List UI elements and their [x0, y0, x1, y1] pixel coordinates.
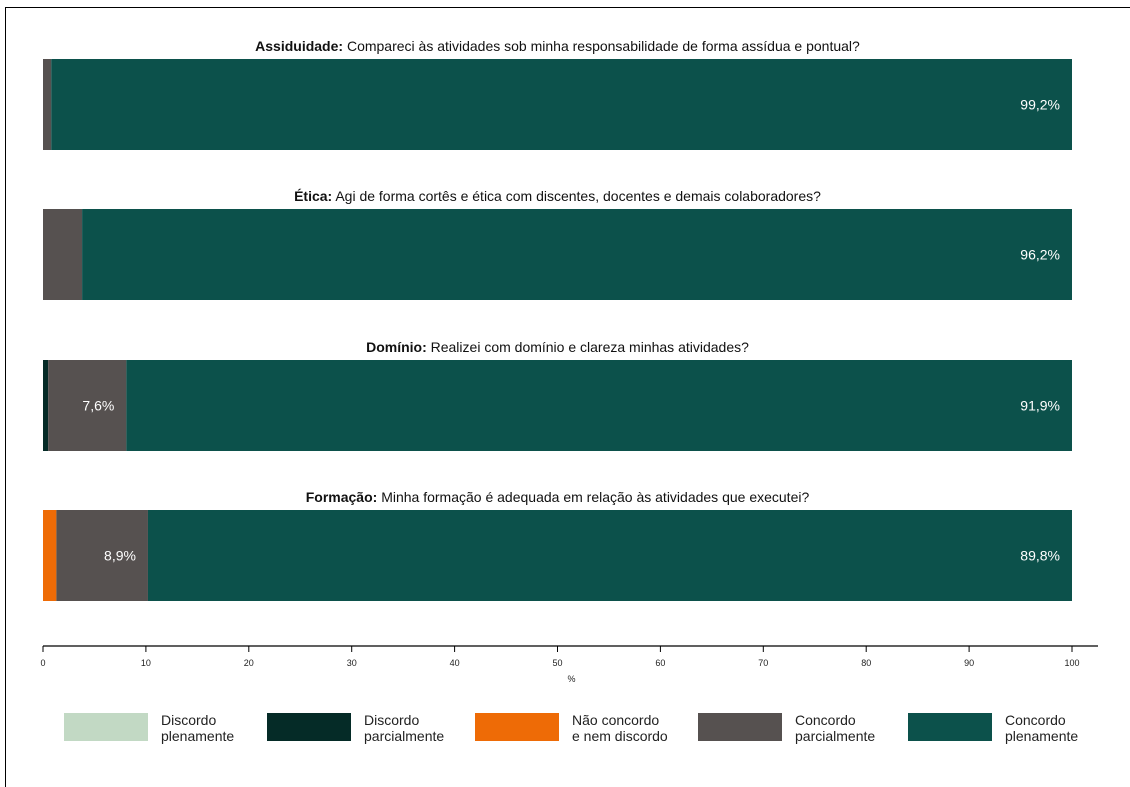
- x-tick-label: 0: [40, 658, 45, 668]
- question-title-text: Compareci às atividades sob minha respon…: [343, 38, 860, 54]
- bar-segment: [126, 360, 1072, 451]
- legend-label-line: e nem discordo: [572, 728, 668, 744]
- legend-label-line: Concordo: [1005, 712, 1066, 728]
- question-title: Assiduidade: Compareci às atividades sob…: [255, 38, 860, 54]
- x-tick-label: 100: [1064, 658, 1079, 668]
- data-label: 99,2%: [1020, 97, 1060, 113]
- question-title-text: Realizei com domínio e clareza minhas at…: [427, 339, 749, 355]
- question-title: Formação: Minha formação é adequada em r…: [306, 489, 810, 505]
- legend-label-line: parcialmente: [795, 728, 875, 744]
- data-label: 7,6%: [82, 398, 114, 414]
- question-title-bold: Assiduidade:: [255, 38, 343, 54]
- legend-swatch: [267, 713, 351, 741]
- question-title-bold: Formação:: [306, 489, 378, 505]
- legend-label-line: Discordo: [364, 712, 419, 728]
- data-label: 8,9%: [104, 548, 136, 564]
- question-title-bold: Ética:: [294, 188, 332, 204]
- question-title-text: Agi de forma cortês e ética com discente…: [332, 188, 821, 204]
- legend-label-line: Discordo: [161, 712, 216, 728]
- legend-label: Discordo parcialmente: [364, 712, 444, 744]
- legend-label: Discordo plenamente: [161, 712, 234, 744]
- data-label: 91,9%: [1020, 398, 1060, 414]
- legend-swatch: [698, 713, 782, 741]
- x-tick-label: 50: [552, 658, 562, 668]
- legend-swatch: [908, 713, 992, 741]
- question-title: Ética: Agi de forma cortês e ética com d…: [294, 188, 821, 204]
- x-tick-label: 60: [655, 658, 665, 668]
- legend-label: Não concordo e nem discordo: [572, 712, 668, 744]
- x-tick-label: 40: [450, 658, 460, 668]
- x-tick-label: 20: [244, 658, 254, 668]
- data-label: 89,8%: [1020, 548, 1060, 564]
- x-axis-label: %: [567, 674, 575, 684]
- x-tick-label: 30: [347, 658, 357, 668]
- bar-segment: [51, 59, 1073, 150]
- legend-swatch: [64, 713, 148, 741]
- bar-segment: [56, 510, 148, 601]
- data-label: 96,2%: [1020, 247, 1060, 263]
- legend-label-line: plenamente: [1005, 728, 1078, 744]
- x-tick-label: 90: [964, 658, 974, 668]
- legend-swatch: [475, 713, 559, 741]
- legend-label-line: plenamente: [161, 728, 234, 744]
- bar-segment: [43, 209, 83, 300]
- legend-label-line: Não concordo: [572, 712, 659, 728]
- legend-label: Concordo parcialmente: [795, 712, 875, 744]
- question-title: Domínio: Realizei com domínio e clareza …: [366, 339, 749, 355]
- x-tick-label: 70: [758, 658, 768, 668]
- legend-label: Concordo plenamente: [1005, 712, 1078, 744]
- legend-label-line: parcialmente: [364, 728, 444, 744]
- bar-segment: [43, 510, 57, 601]
- question-title-bold: Domínio:: [366, 339, 427, 355]
- bar-segment: [147, 510, 1072, 601]
- bar-segment: [82, 209, 1073, 300]
- x-tick-label: 80: [861, 658, 871, 668]
- x-tick-label: 10: [141, 658, 151, 668]
- bar-segment: [43, 360, 49, 451]
- bar-segment: [48, 360, 127, 451]
- chart-frame: [5, 7, 1130, 787]
- question-title-text: Minha formação é adequada em relação às …: [377, 489, 809, 505]
- bar-segment: [43, 59, 52, 150]
- legend-label-line: Concordo: [795, 712, 856, 728]
